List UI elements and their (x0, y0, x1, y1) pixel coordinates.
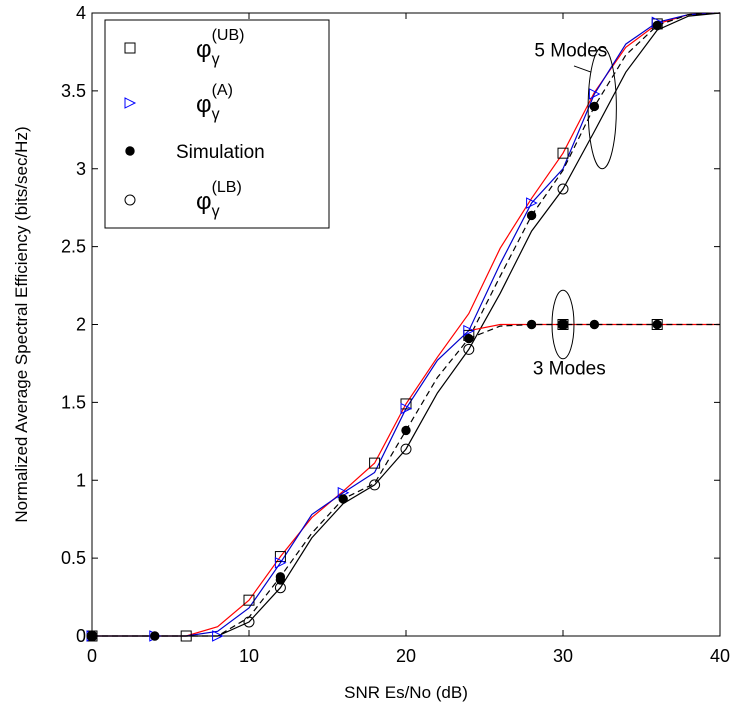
legend-label-0: φγ(UB) (196, 27, 244, 68)
marker-a-2 (212, 630, 224, 642)
x-axis-label: SNR Es/No (dB) (344, 683, 468, 702)
annotation-label-1: 3 Modes (533, 358, 606, 379)
legend-label-2: Simulation (176, 142, 265, 163)
series-line-lb_line_5 (92, 12, 721, 637)
annotation-ellipse-0 (587, 46, 617, 170)
x-tick-label-0: 0 (87, 646, 97, 666)
marker-sim-3 (275, 575, 286, 585)
marker-ub-8 (651, 319, 663, 330)
marker-lb-3 (369, 479, 381, 491)
x-tick-label-1: 10 (239, 646, 259, 666)
legend-symbol-3 (124, 194, 136, 206)
marker-sim-1 (150, 631, 160, 641)
y-tick-label-8: 4 (76, 3, 86, 23)
legend-label-3: φγ(LB) (196, 179, 242, 220)
legend-box (104, 19, 330, 229)
marker-lb-7 (557, 183, 569, 195)
marker-sim-13 (652, 20, 662, 31)
marker-lb-4 (400, 443, 412, 455)
x-tick-label-3: 30 (553, 646, 573, 666)
marker-ub-9 (557, 147, 569, 159)
marker-lb-6 (557, 319, 569, 330)
series-line-ub_line_5 (92, 12, 721, 637)
marker-ub-4 (369, 457, 381, 469)
marker-a-6 (463, 324, 475, 337)
marker-sim-4 (338, 494, 348, 504)
marker-sim-10 (652, 319, 662, 330)
y-tick-label-5: 2.5 (61, 237, 86, 257)
y-tick-label-0: 0 (76, 626, 86, 646)
marker-ub-3 (274, 551, 286, 563)
marker-sim-12 (589, 101, 600, 112)
annotation-label-0: 5 Modes (534, 41, 607, 62)
marker-sim-6 (464, 333, 474, 344)
legend-label-1: φγ(A) (196, 82, 233, 123)
marker-ub-1 (180, 630, 192, 642)
marker-sim-9 (589, 319, 600, 330)
legend-symbol-2 (125, 146, 135, 156)
x-tick-label-4: 40 (710, 646, 730, 666)
legend: φγ(UB) φγ(A) Simulation φγ(LB) (104, 19, 330, 229)
marker-layer (86, 16, 664, 642)
annotation-ellipse-1 (551, 289, 575, 360)
y-axis-label: Normalized Average Spectral Efficiency (… (12, 126, 31, 522)
y-tick-label-1: 0.5 (61, 548, 86, 568)
y-tick-label-3: 1.5 (61, 392, 86, 412)
legend-symbol-1 (124, 97, 137, 109)
series-line-a_line_5 (92, 12, 721, 637)
marker-a-5 (400, 402, 413, 415)
marker-a-7 (526, 197, 538, 209)
x-tick-label-2: 20 (396, 646, 416, 666)
y-tick-label-4: 2 (76, 315, 86, 335)
marker-a-8 (588, 88, 601, 100)
tick-layer: 0 10 20 30 40 0 0.5 1 1.5 2 2.5 3 3.5 4 (61, 3, 730, 666)
marker-lb-2 (274, 582, 286, 594)
marker-ub-2 (243, 594, 255, 606)
series-line-lb_line_3 (468, 323, 720, 340)
marker-a-3 (274, 556, 287, 569)
y-tick-label-7: 3.5 (61, 81, 86, 101)
marker-sim-8 (558, 319, 568, 330)
marker-sim-7 (526, 319, 537, 330)
y-tick-label-2: 1 (76, 470, 86, 490)
legend-symbol-0 (124, 42, 136, 54)
annotation-pointer-0 (573, 65, 592, 73)
marker-sim-5 (401, 425, 411, 436)
marker-sim-11 (526, 210, 537, 221)
annotation-layer: 5 Modes 3 Modes (533, 41, 617, 379)
y-tick-label-6: 3 (76, 159, 86, 179)
marker-lb-5 (463, 343, 475, 355)
marker-lb-1 (243, 616, 255, 628)
